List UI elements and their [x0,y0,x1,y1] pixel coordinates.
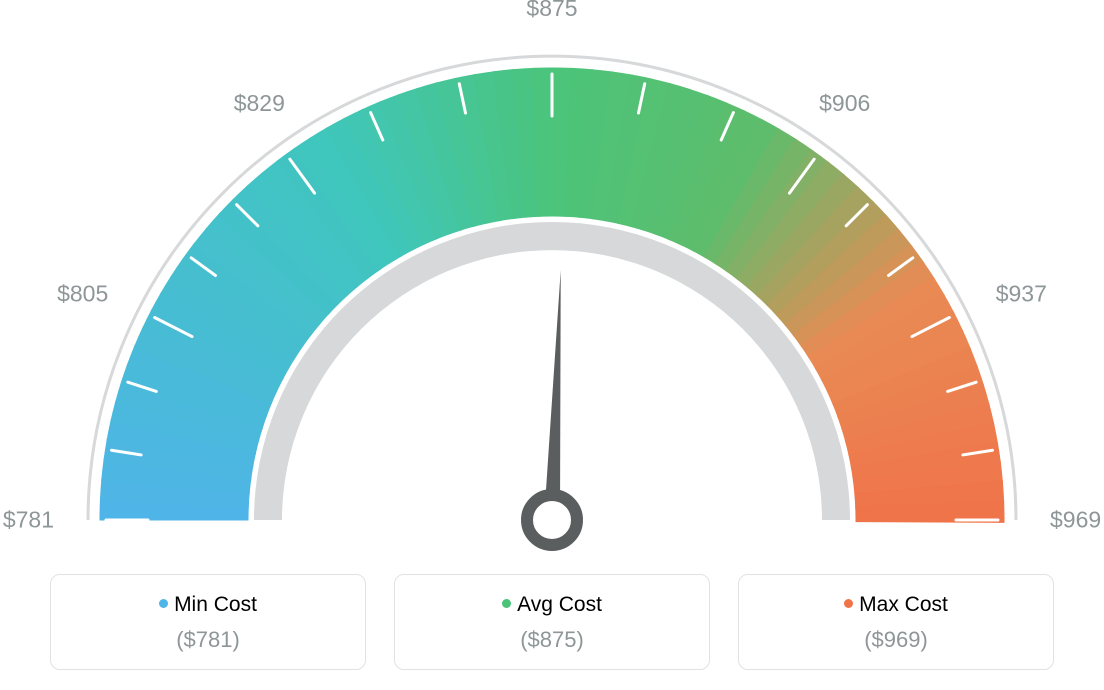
gauge-tick-label: $781 [3,507,54,534]
gauge-tick-label: $969 [1050,507,1101,534]
legend-avg-value: ($875) [405,627,699,653]
legend-min-title: Min Cost [61,593,355,617]
legend-max-title: Max Cost [749,593,1043,617]
legend-min-dot [159,599,168,608]
legend-avg-label: Avg Cost [517,593,602,616]
gauge-tick-label: $829 [234,90,285,117]
legend-row: Min Cost ($781) Avg Cost ($875) Max Cost… [50,574,1054,670]
gauge-tick-label: $805 [57,280,108,307]
gauge-area: $781 $805 $829 $875 $906 $937 $969 [0,0,1104,560]
gauge-tick-label: $875 [526,0,577,22]
legend-min-value: ($781) [61,627,355,653]
legend-min-label: Min Cost [174,593,257,616]
legend-card-min: Min Cost ($781) [50,574,366,670]
legend-avg-title: Avg Cost [405,593,699,617]
gauge-tick-label: $937 [996,280,1047,307]
legend-card-avg: Avg Cost ($875) [394,574,710,670]
legend-card-max: Max Cost ($969) [738,574,1054,670]
gauge-tick-label: $906 [819,90,870,117]
legend-max-label: Max Cost [859,593,948,616]
chart-container: $781 $805 $829 $875 $906 $937 $969 Min Cost ($… [0,0,1104,690]
legend-max-value: ($969) [749,627,1043,653]
legend-max-dot [844,599,853,608]
legend-avg-dot [502,599,511,608]
gauge-svg [0,0,1104,560]
